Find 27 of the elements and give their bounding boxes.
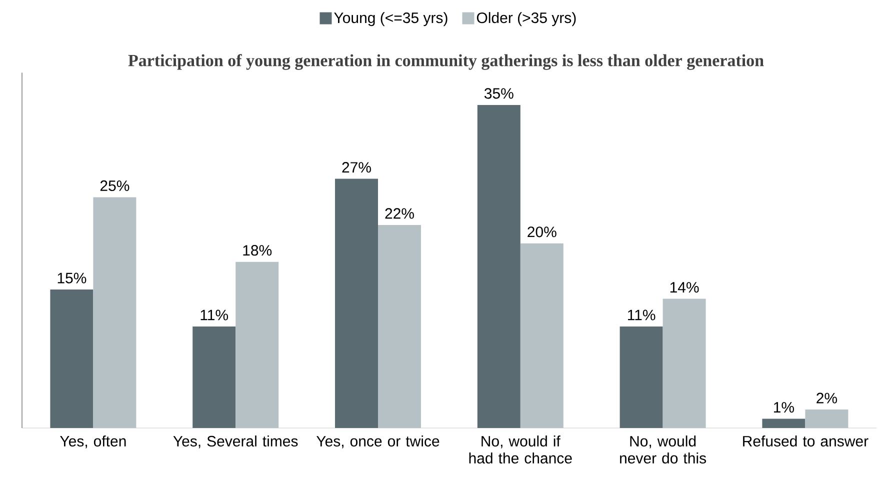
data-label: 11% [628,310,656,320]
legend-label: Older (>35 yrs) [476,12,576,26]
data-label: 22% [385,208,414,219]
chart-title: Participation of young generation in community gatherings is less than older generation [128,54,764,70]
x-tick-label: Yes, often [60,436,126,448]
x-tick-label: Yes, once or twice [316,436,440,448]
x-tick-label: No, would never do this [620,436,706,464]
data-label: 20% [528,226,556,238]
bar [477,104,520,428]
data-label: 15% [58,272,86,284]
data-label: 14% [670,282,699,293]
bar [762,418,806,428]
data-label: 18% [243,245,272,256]
data-label: 1% [774,402,794,413]
bar [192,326,236,428]
bar [335,178,378,428]
data-label: 2% [816,392,838,404]
bar [50,290,94,428]
data-label: 11% [200,310,228,320]
data-label: 27% [342,162,371,173]
bar [620,326,663,428]
x-tick-label: No, would if had the chance [469,436,572,464]
data-label: 25% [100,180,130,192]
x-tick-label: Refused to answer [743,436,868,447]
legend-label: Young (<=35 yrs) [334,12,448,26]
x-tick-label: Yes, Several times [173,436,298,448]
data-label: 35% [484,88,514,99]
